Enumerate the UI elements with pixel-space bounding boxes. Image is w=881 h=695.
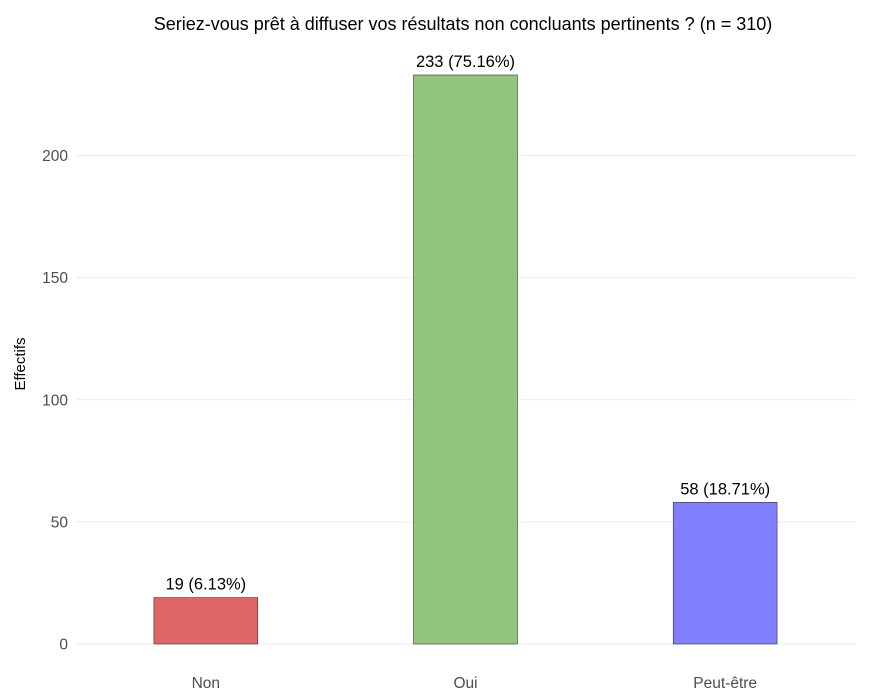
bar-2: [413, 74, 518, 645]
y-tick-label: 200: [42, 148, 68, 165]
y-tick-label: 150: [42, 270, 68, 287]
bar-3: [672, 502, 778, 645]
bar-1: [153, 597, 259, 645]
data-label: 19 (6.13%): [165, 576, 246, 594]
data-label: 233 (75.16%): [416, 53, 515, 71]
y-tick-label: 100: [42, 392, 68, 409]
y-axis-ticks: 0 50 100 150 200: [42, 148, 68, 653]
x-axis-ticks: Non Oui Peut-être: [192, 675, 757, 692]
x-tick-label: Peut-être: [693, 675, 757, 692]
y-tick-label: 0: [59, 637, 68, 654]
y-axis-label: Effectifs: [12, 337, 29, 390]
chart-title: Seriez-vous prêt à diffuser vos résultat…: [154, 14, 773, 34]
data-label: 58 (18.71%): [680, 480, 770, 498]
x-tick-label: Oui: [453, 675, 477, 692]
bars: 19 (6.13%) 233 (75.16%) 58 (18.71%): [153, 53, 778, 645]
x-tick-label: Non: [192, 675, 220, 692]
y-tick-label: 50: [51, 514, 69, 531]
